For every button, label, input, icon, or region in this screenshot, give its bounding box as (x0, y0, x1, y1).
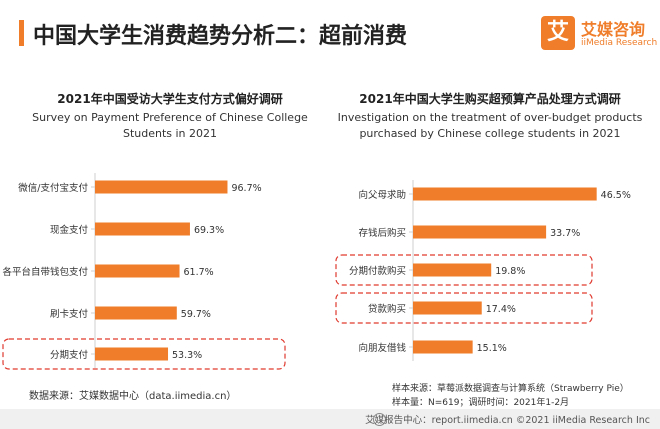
bar (413, 187, 597, 201)
category-label: 刷卡支付 (50, 308, 89, 320)
chart1-subtitle: Survey on Payment Preference of Chinese … (32, 111, 308, 140)
data-label: 33.7% (550, 228, 580, 239)
chart1-plot: 微信/支付宝支付 96.7% 现金支付 69.3% 各平台自带钱包支付 61.7% 刷卡支付… (2, 173, 286, 370)
bar (95, 264, 180, 278)
bar (95, 306, 177, 320)
category-label: 微信/支付宝支付 (18, 182, 88, 194)
highlight-box (335, 292, 593, 324)
chart2-title: 2021年中国大学生购买超预算产品处理方式调研 (359, 92, 621, 106)
chart2-plot: 向父母求助 46.5% 存钱后购买 33.7% 分期付款购买 19.8% 贷款购买 17.4%… (335, 180, 631, 361)
data-label: 53.3% (172, 350, 202, 361)
data-label: 17.4% (486, 304, 516, 315)
data-source: 数据来源：艾媒数据中心（data.iimedia.cn） (29, 391, 237, 402)
logo-cn-text: 艾媒咨询 (581, 20, 646, 39)
bar (413, 225, 547, 239)
category-label: 贷款购买 (368, 303, 406, 315)
logo-en-text: iiMedia Research (581, 38, 658, 48)
data-label: 46.5% (601, 190, 631, 201)
sample-size: 样本量：N=619；调研时间：2021年1-2月 (392, 398, 570, 408)
category-label: 分期付款购买 (349, 265, 406, 277)
chart1-title: 2021年中国受访大学生支付方式偏好调研 (57, 92, 283, 106)
category-label: 向朋友借钱 (358, 342, 406, 354)
report-center-text: 艾媒报告中心：report.iimedia.cn ©2021 iiMedia R… (365, 415, 650, 426)
bar (413, 263, 492, 277)
bar (413, 340, 473, 354)
category-label: 各平台自带钱包支付 (2, 266, 88, 278)
sample-source: 样本来源：草莓派数据调查与计算系统（Strawberry Pie） (392, 384, 629, 394)
logo-mark: 艾 (541, 16, 575, 50)
bar (95, 222, 190, 236)
highlight-box (2, 338, 286, 370)
title-accent-bar (19, 20, 24, 46)
data-label: 96.7% (231, 183, 261, 194)
data-label: 15.1% (477, 343, 507, 354)
bar (95, 347, 169, 361)
page-title: 中国大学生消费趋势分析二：超前消费 (33, 24, 408, 49)
report-center-icon (373, 413, 386, 426)
data-label: 59.7% (181, 309, 211, 320)
data-label: 69.3% (194, 225, 224, 236)
highlight-box (335, 254, 593, 286)
category-label: 现金支付 (50, 224, 89, 236)
data-label: 61.7% (184, 267, 214, 278)
category-label: 存钱后购买 (358, 227, 406, 239)
bar (95, 180, 228, 194)
bar (413, 301, 482, 315)
data-label: 19.8% (495, 266, 525, 277)
iimedia-logo: 艾 艾媒咨询 iiMedia Research (541, 16, 657, 56)
chart2-subtitle: Investigation on the treatment of over-b… (337, 111, 643, 140)
category-label: 向父母求助 (358, 189, 406, 201)
bottom-strip (0, 409, 660, 429)
category-label: 分期支付 (50, 349, 89, 361)
